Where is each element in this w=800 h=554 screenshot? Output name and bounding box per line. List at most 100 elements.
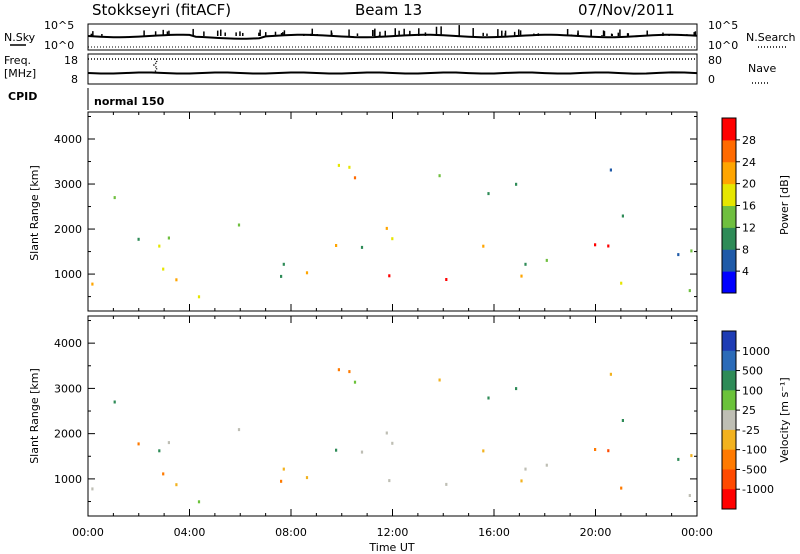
power-cell bbox=[113, 196, 116, 200]
power-cell bbox=[487, 192, 490, 196]
velocity-cell bbox=[621, 419, 624, 422]
velocity-colorbar-label: Velocity [m s⁻¹] bbox=[778, 377, 791, 462]
velocity-colorbar-swatch bbox=[722, 331, 736, 352]
noise-sky-line bbox=[87, 33, 698, 40]
velocity-panel: 1000 2000 3000 4000 Slant Range [km] bbox=[28, 315, 698, 517]
velocity-cell bbox=[520, 479, 523, 483]
velocity-colorbar-swatch bbox=[722, 429, 736, 451]
velocity-cell bbox=[91, 487, 94, 491]
power-colorbar-swatch bbox=[722, 249, 736, 272]
x-tick-label: 04:00 bbox=[174, 526, 206, 539]
power-heatmap-cells bbox=[91, 163, 693, 299]
power-cell bbox=[137, 237, 140, 241]
power-colorbar-tick-label: 12 bbox=[742, 221, 756, 234]
power-panel: 1000 2000 3000 4000 Slant Range [km] bbox=[28, 111, 698, 312]
x-tick-label: 20:00 bbox=[580, 526, 612, 539]
velocity-cell bbox=[237, 428, 241, 432]
velocity-colorbar-tick-label: 500 bbox=[742, 365, 763, 378]
y-tick-label: 3000 bbox=[54, 382, 82, 395]
beam-title: Beam 13 bbox=[355, 1, 422, 19]
velocity-cell bbox=[175, 483, 178, 487]
power-colorbar-tick-label: 4 bbox=[742, 265, 749, 278]
velocity-colorbar-swatch bbox=[722, 489, 736, 510]
power-cell bbox=[524, 262, 527, 266]
power-cell bbox=[175, 278, 178, 282]
power-colorbar-swatch bbox=[722, 161, 736, 185]
power-cell bbox=[620, 281, 623, 285]
noise-left-label: N.Sky bbox=[4, 31, 36, 44]
power-cell bbox=[391, 237, 394, 241]
y-tick-label: 3000 bbox=[54, 178, 82, 191]
velocity-cell bbox=[280, 479, 283, 483]
power-cell bbox=[688, 289, 691, 293]
power-colorbar-label: Power [dB] bbox=[778, 175, 791, 235]
date-title: 07/Nov/2011 bbox=[578, 1, 675, 19]
power-cell bbox=[158, 244, 161, 248]
power-cell bbox=[282, 262, 285, 266]
velocity-cell bbox=[524, 467, 527, 471]
power-cell bbox=[237, 223, 241, 227]
cpid-label: CPID bbox=[8, 90, 37, 103]
power-colorbar-swatch bbox=[722, 227, 736, 250]
velocity-colorbar-swatch bbox=[722, 350, 736, 372]
noise-spikes bbox=[90, 25, 697, 36]
velocity-colorbar-swatch bbox=[722, 370, 736, 391]
power-cell bbox=[353, 176, 357, 180]
velocity-cell bbox=[609, 372, 612, 376]
x-tick-label: 00:00 bbox=[72, 526, 104, 539]
station-title: Stokkseyri (fitACF) bbox=[92, 1, 231, 19]
power-cell bbox=[520, 274, 523, 278]
velocity-cell bbox=[337, 368, 340, 372]
velocity-colorbar-tick-label: -500 bbox=[742, 463, 767, 476]
velocity-cell bbox=[348, 370, 351, 374]
velocity-colorbar-tick-label: -1000 bbox=[742, 483, 774, 496]
velocity-colorbar-swatch bbox=[722, 390, 736, 411]
power-cell bbox=[621, 214, 624, 218]
freq-label-line1: Freq. bbox=[4, 54, 31, 67]
power-cell bbox=[609, 168, 612, 172]
power-colorbar-swatch bbox=[722, 118, 736, 141]
velocity-colorbar-tick-label: 100 bbox=[742, 384, 763, 397]
freq-label-line2: [MHz] bbox=[4, 67, 36, 80]
power-colorbar-swatch bbox=[722, 183, 736, 206]
velocity-cell bbox=[515, 387, 518, 391]
nave-label: Nave bbox=[748, 62, 776, 75]
y-tick-label: 1000 bbox=[54, 473, 82, 486]
velocity-cell bbox=[690, 454, 693, 458]
power-cell bbox=[690, 249, 693, 253]
power-cell bbox=[545, 258, 548, 262]
power-cell bbox=[197, 295, 201, 299]
power-cell bbox=[337, 163, 340, 167]
velocity-heatmap-cells bbox=[91, 368, 693, 504]
y-tick-label: 4000 bbox=[54, 337, 82, 350]
power-colorbar: 4 8 12 16 20 24 28 Power [dB] bbox=[721, 117, 791, 294]
power-cell bbox=[360, 245, 364, 249]
velocity-cell bbox=[360, 450, 364, 454]
velocity-colorbar-swatch bbox=[722, 410, 736, 431]
power-cell bbox=[348, 165, 351, 169]
power-frame bbox=[87, 111, 698, 312]
velocity-cell bbox=[438, 378, 441, 382]
velocity-cell bbox=[385, 431, 388, 435]
noise-right-tick-top: 10^5 bbox=[708, 19, 738, 32]
power-cell bbox=[607, 244, 610, 248]
nave-tick-bottom: 0 bbox=[708, 73, 715, 86]
power-cell bbox=[677, 253, 680, 257]
cpid-panel: CPID normal 150 bbox=[8, 88, 165, 110]
velocity-colorbar: 1000 500 100 25 -25 -100 -500 -1000 Velocity [m… bbox=[721, 330, 791, 510]
y-tick-label: 4000 bbox=[54, 133, 82, 146]
velocity-cell bbox=[353, 380, 357, 384]
power-ylabel: Slant Range [km] bbox=[28, 165, 41, 261]
power-cell bbox=[385, 226, 388, 230]
velocity-cell bbox=[607, 449, 610, 453]
power-cell bbox=[335, 244, 338, 247]
velocity-colorbar-swatch bbox=[722, 469, 736, 490]
velocity-cell bbox=[545, 463, 548, 467]
noise-right-tick-bottom: 10^0 bbox=[708, 39, 738, 52]
velocity-cell bbox=[113, 400, 116, 404]
velocity-cell bbox=[162, 472, 165, 476]
velocity-cell bbox=[445, 482, 448, 486]
noise-left-tick-bottom: 10^0 bbox=[44, 39, 74, 52]
freq-tick-bottom: 8 bbox=[71, 73, 78, 86]
